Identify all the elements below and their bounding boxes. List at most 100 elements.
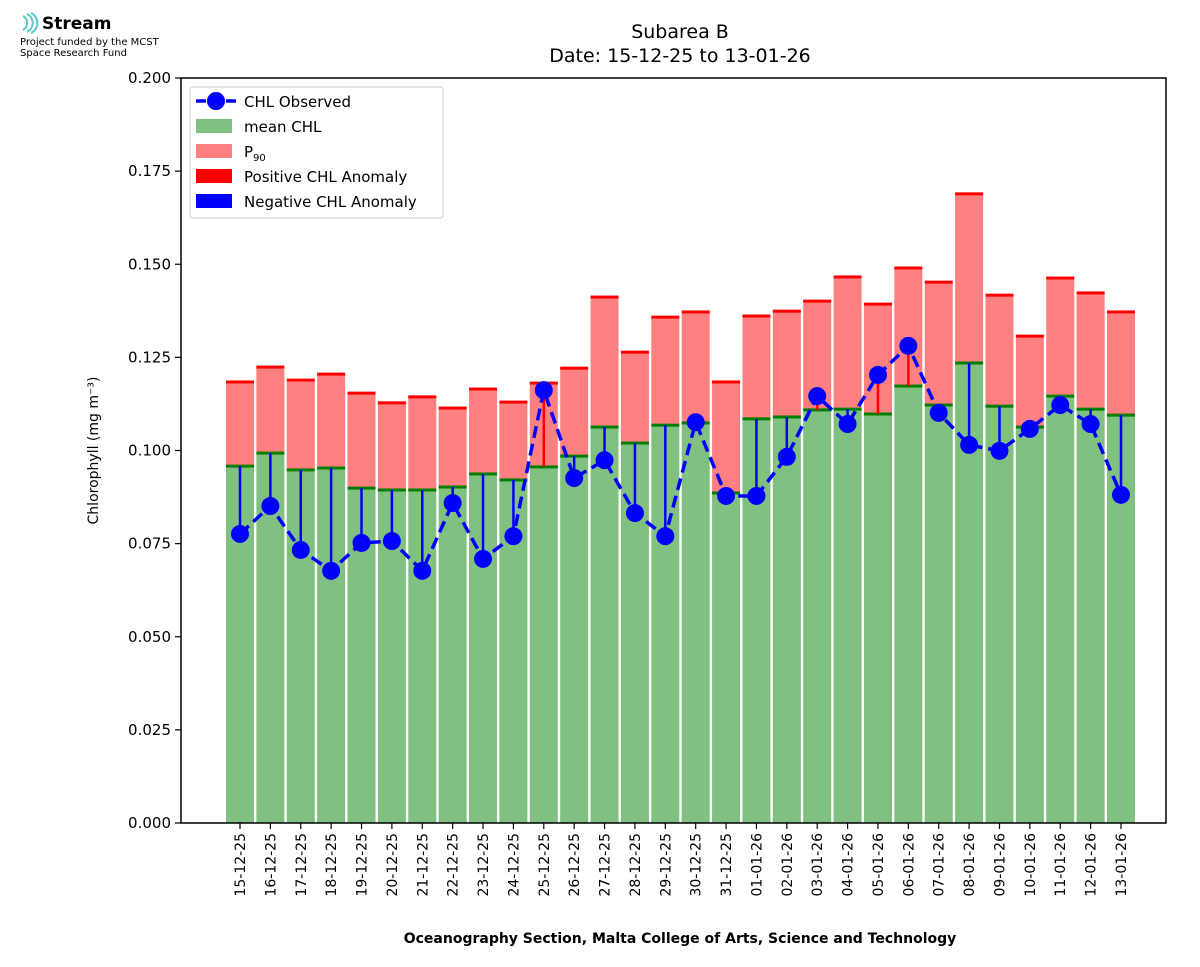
p90-bar: [286, 380, 315, 470]
x-tick-label: 10-01-26: [1023, 833, 1039, 897]
observed-point: [1051, 396, 1070, 415]
observed-point: [322, 561, 341, 580]
y-tick-label: 0.000: [128, 814, 171, 832]
p90-cap: [924, 280, 953, 284]
mean-bar: [1046, 396, 1075, 823]
observed-point: [960, 435, 979, 454]
x-tick-label: 13-01-26: [1114, 833, 1130, 897]
p90-cap: [681, 310, 710, 314]
p90-cap: [742, 314, 771, 318]
p90-bar: [681, 311, 710, 423]
x-tick-label: 27-12-25: [598, 833, 614, 897]
x-tick-label: 03-01-26: [810, 833, 826, 897]
mean-bar: [894, 386, 923, 823]
mean-bar: [985, 406, 1014, 823]
logo-name: Stream: [42, 14, 112, 34]
observed-point: [231, 524, 249, 543]
p90-bar: [347, 393, 376, 489]
observed-point: [990, 441, 1009, 460]
x-tick-label: 16-12-25: [263, 833, 279, 897]
x-tick-label: 19-12-25: [355, 833, 371, 897]
x-tick-label: 15-12-25: [233, 833, 249, 897]
chart-title: Subarea B: [631, 21, 729, 43]
y-tick-label: 0.050: [128, 628, 171, 646]
mean-bar: [438, 487, 467, 823]
y-tick-label: 0.150: [128, 255, 171, 273]
mean-bar: [924, 405, 953, 823]
observed-point: [352, 533, 371, 552]
mean-bar: [560, 456, 589, 823]
legend-positive-swatch: [196, 169, 232, 183]
x-tick-label: 20-12-25: [385, 833, 401, 897]
observed-point: [1020, 419, 1039, 438]
x-tick-label: 30-12-25: [689, 833, 705, 897]
p90-bar: [924, 282, 953, 406]
y-tick-label: 0.025: [128, 721, 171, 739]
p90-bar: [256, 367, 285, 454]
p90-cap: [317, 372, 346, 376]
p90-cap: [499, 400, 528, 404]
x-tick-label: 26-12-25: [567, 833, 583, 897]
observed-point: [504, 527, 523, 546]
logo-line1: Project funded by the MCST: [20, 37, 159, 48]
p90-cap: [469, 387, 498, 391]
logo-line2: Space Research Fund: [20, 48, 127, 59]
x-tick-label: 05-01-26: [871, 833, 887, 897]
p90-cap: [438, 406, 467, 410]
p90-cap: [863, 302, 892, 306]
p90-bar: [469, 389, 498, 474]
p90-bar: [317, 374, 346, 469]
observed-point: [747, 486, 766, 505]
mean-bar: [772, 416, 801, 823]
observed-point: [291, 540, 310, 559]
legend-observed-marker: [207, 92, 225, 110]
p90-cap: [560, 366, 589, 370]
p90-bar: [620, 352, 649, 444]
y-tick-label: 0.125: [128, 348, 171, 366]
p90-bar: [590, 297, 619, 428]
p90-bar: [438, 408, 467, 488]
x-tick-label: 31-12-25: [719, 833, 735, 897]
p90-cap: [377, 401, 406, 405]
x-tick-label: 18-12-25: [324, 833, 340, 897]
p90-cap: [985, 293, 1014, 297]
observed-point: [717, 486, 736, 505]
observed-point: [838, 415, 857, 434]
y-tick-label: 0.200: [128, 69, 171, 87]
p90-cap: [408, 395, 437, 399]
x-tick-label: 06-01-26: [901, 833, 917, 897]
chart-subtitle: Date: 15-12-25 to 13-01-26: [549, 45, 811, 67]
p90-bar: [377, 402, 406, 490]
x-tick-label: 25-12-25: [537, 833, 553, 897]
observed-point: [868, 365, 887, 384]
p90-bar: [742, 316, 771, 419]
x-tick-label: 04-01-26: [841, 833, 857, 897]
mean-bar: [833, 409, 862, 823]
p90-bar: [955, 193, 984, 363]
p90-cap: [1076, 291, 1105, 295]
observed-point: [413, 561, 432, 580]
observed-point: [899, 336, 918, 355]
mean-bar: [1015, 427, 1044, 823]
p90-cap: [620, 350, 649, 354]
observed-point: [686, 413, 705, 432]
x-tick-label: 29-12-25: [658, 833, 674, 897]
y-tick-label: 0.100: [128, 442, 171, 460]
observed-point: [474, 549, 493, 568]
y-axis-label: Chlorophyll (mg m⁻³): [86, 377, 102, 525]
x-tick-label: 28-12-25: [628, 833, 644, 897]
x-tick-label: 22-12-25: [446, 833, 462, 897]
x-tick-label: 07-01-26: [932, 833, 948, 897]
p90-cap: [226, 380, 254, 384]
x-tick-label: 24-12-25: [506, 833, 522, 897]
x-tick-label: 17-12-25: [294, 833, 310, 897]
legend-label: CHL Observed: [244, 93, 351, 111]
observed-point: [1112, 485, 1130, 504]
legend-negative-swatch: [196, 194, 232, 208]
observed-point: [808, 387, 827, 406]
x-tick-label: 23-12-25: [476, 833, 492, 897]
p90-cap: [256, 365, 285, 369]
p90-cap: [286, 378, 315, 382]
